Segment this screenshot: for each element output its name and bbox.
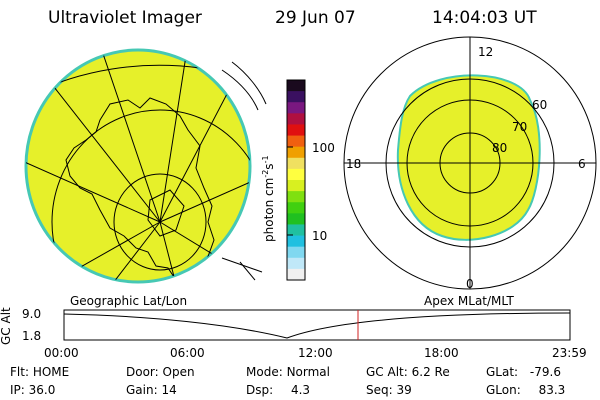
auroral-oval (396, 74, 541, 241)
colorbar-segment (287, 213, 305, 226)
colorbar (287, 80, 305, 281)
colorbar-segment (287, 224, 305, 237)
outer-grid (221, 61, 267, 281)
colorbar-segment (287, 257, 305, 270)
colorbar-segment (287, 202, 305, 214)
colorbar-segment (287, 135, 305, 148)
colorbar-segment (287, 268, 305, 281)
colorbar-tick-label: 10 (312, 229, 328, 243)
ice-shelf-outline (147, 189, 185, 237)
meridian-line (159, 50, 191, 223)
header-date: 29 Jun 07 (275, 8, 356, 28)
polar-plot (343, 36, 597, 290)
outer-arc (221, 69, 259, 111)
colorbar-segment (287, 146, 305, 159)
mlat-label-60: 60 (532, 98, 548, 112)
colorbar-frame (286, 79, 306, 281)
meridian-line (159, 179, 250, 223)
status-seq: Seq: 39 (366, 383, 412, 397)
status-ip: IP: 36.0 (10, 383, 56, 397)
status-flight: Flt: HOME (10, 365, 70, 379)
colorbar-segment (287, 168, 305, 181)
mlt-label-0: 0 (466, 277, 474, 291)
status-gc-alt: GC Alt: 6.2 Re (366, 365, 450, 379)
time-tick-label: 23:59 (552, 346, 587, 360)
colorbar-segment (287, 180, 305, 192)
colorbar-segment (287, 80, 305, 92)
mlat-label-70: 70 (512, 120, 528, 134)
colorbar-segment (287, 157, 305, 170)
status-glon: GLon: 83.3 (486, 383, 566, 397)
time-tick-label: 00:00 (44, 346, 79, 360)
time-tick-label: 18:00 (424, 346, 459, 360)
mlat-label-80: 80 (492, 141, 508, 155)
latitude-circle (51, 109, 250, 282)
instrument-title: Ultraviolet Imager (48, 8, 202, 28)
time-tick-label: 12:00 (298, 346, 333, 360)
colorbar-segment (287, 91, 305, 103)
meridian-line (99, 221, 161, 282)
colorbar-segment (287, 102, 305, 114)
status-dsp: Dsp: 4.3 (246, 383, 311, 397)
geographic-image (24, 48, 267, 284)
colorbar-segment (287, 235, 305, 248)
geographic-panel-caption: Geographic Lat/Lon (70, 294, 188, 308)
colorbar-segment (287, 191, 305, 203)
status-gain: Gain: 14 (126, 383, 177, 397)
meridian-line (26, 159, 161, 223)
altitude-plot-frame (63, 309, 571, 341)
colorbar-segment (287, 246, 305, 259)
aurora-emission-region (24, 48, 252, 284)
altitude-axis-label: GC Alt (0, 307, 13, 345)
colorbar-segment (287, 113, 305, 126)
latitude-circle (113, 173, 207, 271)
mlt-label-6: 6 (578, 157, 586, 171)
altitude-curve (63, 312, 571, 339)
polar-panel-caption: Apex MLat/MLT (424, 294, 514, 308)
colorbar-tick-label: 100 (312, 141, 335, 155)
mlt-label-12: 12 (478, 45, 494, 59)
outer-line (239, 261, 256, 281)
meridian-line (94, 50, 161, 223)
header-time: 14:04:03 UT (432, 8, 537, 28)
status-glat: GLat: -79.6 (486, 365, 561, 379)
altitude-tick-label: 9.0 (22, 307, 42, 321)
time-tick-label: 06:00 (170, 346, 205, 360)
status-door: Door: Open (126, 365, 195, 379)
colorbar-unit-label: photon cm-2s-1 (261, 155, 276, 242)
status-mode: Mode: Normal (246, 365, 330, 379)
colorbar-segment (287, 124, 305, 137)
altitude-tick-label: 1.8 (22, 329, 42, 343)
altitude-plot (63, 309, 571, 341)
mlt-label-18: 18 (346, 157, 362, 171)
outer-arc (231, 61, 267, 105)
